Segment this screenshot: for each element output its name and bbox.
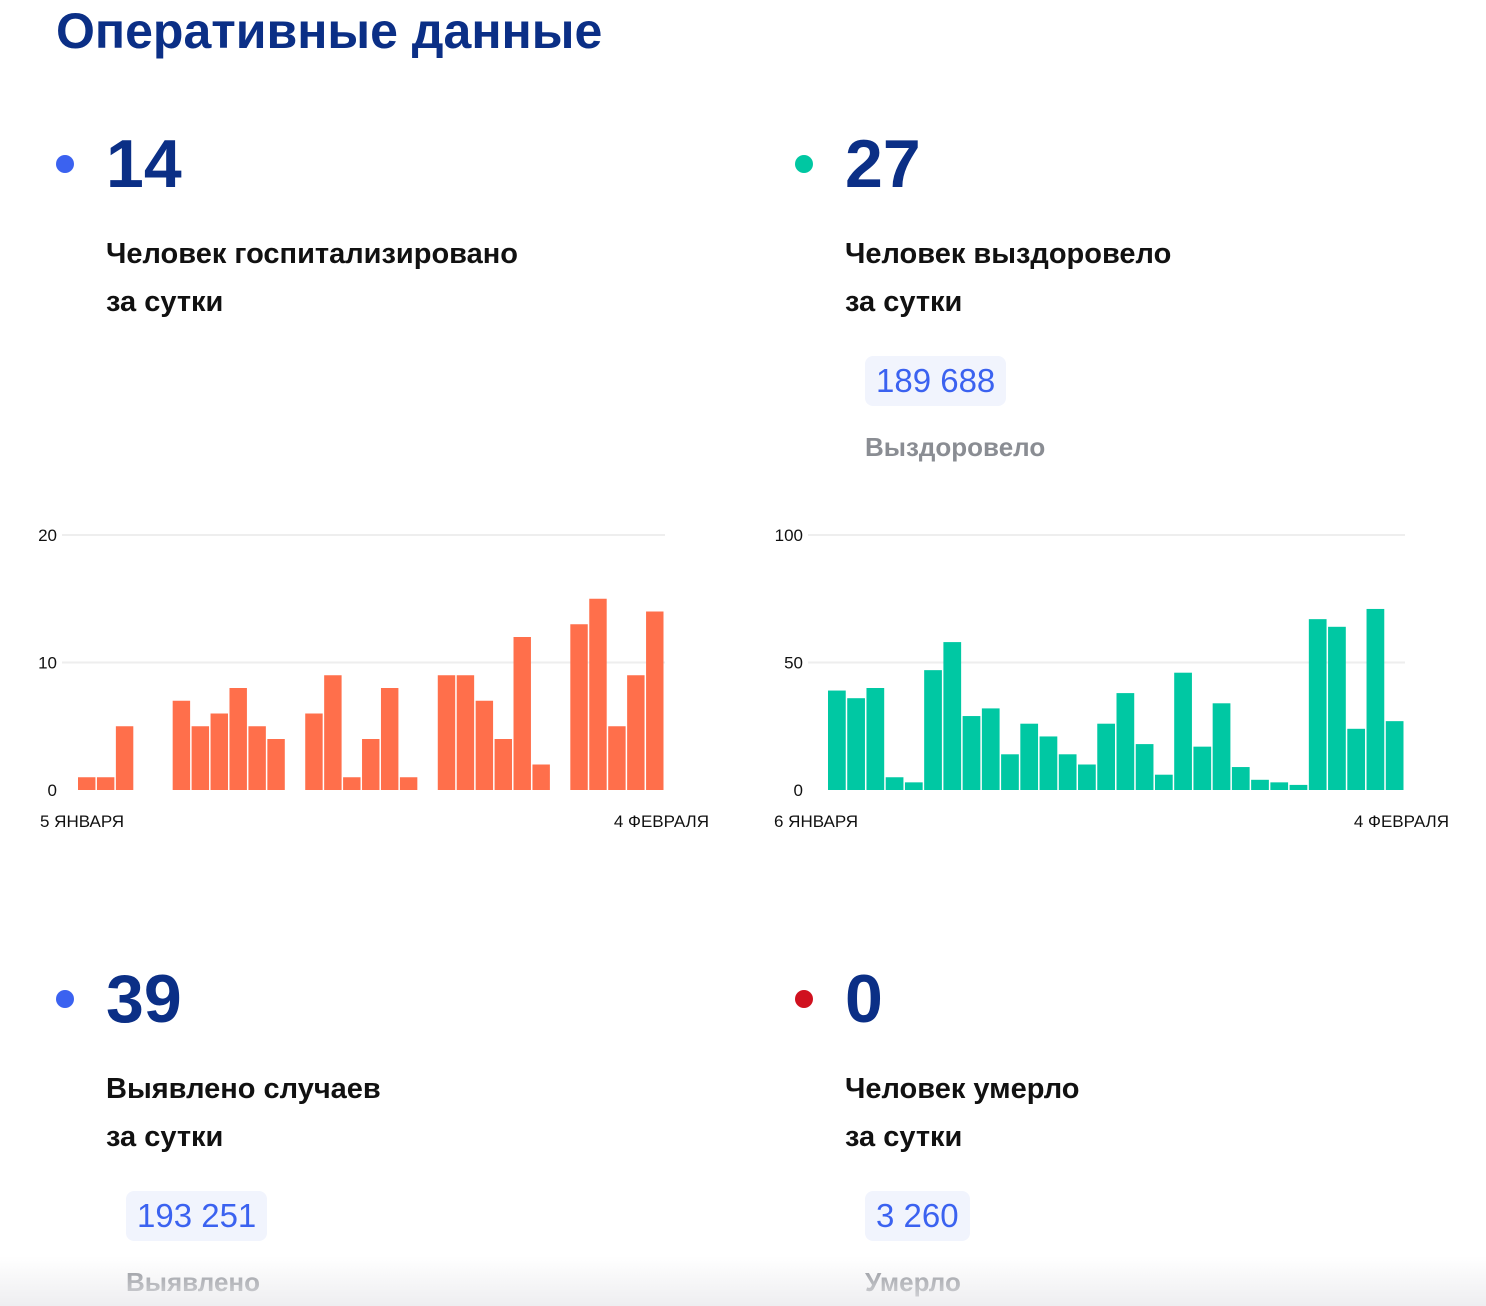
bar	[981, 708, 1000, 790]
label-line: за сутки	[106, 1121, 224, 1153]
bar	[1385, 721, 1404, 790]
deaths-label: Человек умерло за сутки	[845, 1065, 1079, 1161]
recovered-total-badge: 189 688	[865, 356, 1007, 406]
bar	[646, 611, 664, 790]
bar	[399, 777, 418, 790]
label-line: за сутки	[106, 286, 224, 318]
bar	[1328, 626, 1346, 790]
cases-total-badge: 193 251	[126, 1191, 268, 1241]
bar	[1058, 754, 1077, 790]
y-tick-label: 100	[775, 526, 803, 545]
y-tick-label: 0	[794, 781, 803, 800]
page-title: Оперативные данные	[56, 3, 603, 59]
bar	[627, 675, 645, 790]
label-line: Человек умерло	[845, 1073, 1080, 1105]
cases-total-label: Выявлено	[126, 1267, 261, 1297]
bar	[1154, 774, 1173, 790]
bar	[267, 739, 285, 790]
bar	[191, 726, 210, 790]
hospitalized-value: 14	[106, 126, 182, 202]
bar	[1001, 754, 1019, 790]
y-tick-label: 50	[784, 654, 803, 673]
bar	[1347, 728, 1366, 790]
x-start-label: 5 ЯНВАРЯ	[40, 812, 124, 831]
bar	[1193, 746, 1212, 790]
bar	[513, 637, 531, 790]
bar	[885, 777, 904, 790]
bar	[1231, 767, 1250, 790]
recovered-card: 27 Человек выздоровело за сутки 189 688 В…	[795, 130, 1486, 480]
bar	[866, 688, 885, 790]
bar	[904, 782, 923, 790]
cases-value: 39	[106, 961, 182, 1037]
recovered-chart: 0 50 100 6 ЯНВАРЯ 4 ФЕВРАЛЯ	[774, 526, 1449, 831]
bar	[494, 739, 513, 790]
bar	[380, 688, 399, 790]
label-line: за сутки	[845, 1121, 963, 1153]
bar	[248, 726, 266, 790]
cases-label: Выявлено случаев за сутки	[106, 1065, 381, 1161]
bar	[324, 675, 342, 790]
bar	[1289, 784, 1308, 790]
bar	[456, 675, 475, 790]
label-line: Человек выздоровело	[845, 238, 1172, 270]
bar	[78, 777, 96, 790]
bar	[475, 700, 494, 790]
recovered-value: 27	[845, 126, 921, 202]
bar	[1270, 782, 1289, 790]
label-line: Выявлено случаев	[106, 1073, 381, 1105]
x-start-label: 6 ЯНВАРЯ	[774, 812, 858, 831]
bar	[305, 713, 323, 790]
red-dot-icon	[795, 990, 813, 1008]
green-dot-icon	[795, 155, 813, 173]
label-line: Человек госпитализировано	[106, 238, 518, 270]
bar	[437, 675, 456, 790]
bar	[229, 688, 247, 790]
deaths-value: 0	[845, 961, 883, 1037]
blue-dot-icon	[56, 155, 74, 173]
bar	[943, 642, 962, 790]
bar	[847, 698, 865, 790]
blue-dot-icon	[56, 990, 74, 1008]
bar	[343, 777, 361, 790]
bar	[1212, 703, 1231, 790]
deaths-total-label: Умерло	[865, 1267, 961, 1297]
bar	[1039, 736, 1058, 790]
x-end-label: 4 ФЕВРАЛЯ	[1354, 812, 1449, 831]
bar	[115, 726, 134, 790]
bar	[96, 777, 115, 790]
bar	[1116, 693, 1135, 790]
y-tick-label: 10	[38, 654, 57, 673]
x-end-label: 4 ФЕВРАЛЯ	[614, 812, 709, 831]
y-tick-label: 0	[48, 781, 57, 800]
label-line: за сутки	[845, 286, 963, 318]
bar	[1078, 764, 1096, 790]
bar	[924, 670, 942, 790]
hospitalized-chart: 0 10 20 5 ЯНВАРЯ 4 ФЕВРАЛЯ	[38, 526, 709, 831]
bar	[608, 726, 626, 790]
bar	[1366, 608, 1385, 790]
bar	[828, 690, 846, 790]
hospitalized-label: Человек госпитализировано за сутки	[106, 230, 518, 326]
bar	[362, 739, 380, 790]
bar	[1097, 723, 1115, 790]
bar	[1251, 779, 1269, 790]
bar	[532, 764, 550, 790]
bar	[1135, 744, 1154, 790]
bar	[1174, 672, 1192, 790]
bar	[210, 713, 228, 790]
bar	[1308, 619, 1327, 790]
bar	[962, 716, 981, 790]
y-tick-label: 20	[38, 526, 57, 545]
bar	[1020, 723, 1039, 790]
bar	[570, 624, 588, 790]
deaths-total-badge: 3 260	[865, 1191, 970, 1241]
bar	[172, 700, 191, 790]
deaths-card: 0 Человек умерло за сутки 3 260 Умерло	[795, 965, 1486, 1305]
bar	[589, 598, 607, 790]
recovered-total-label: Выздоровело	[865, 432, 1046, 462]
recovered-label: Человек выздоровело за сутки	[845, 230, 1171, 326]
cases-card: 39 Выявлено случаев за сутки 193 251 Выяв…	[56, 965, 756, 1305]
hospitalized-card: 14 Человек госпитализировано за сутки	[56, 130, 756, 350]
